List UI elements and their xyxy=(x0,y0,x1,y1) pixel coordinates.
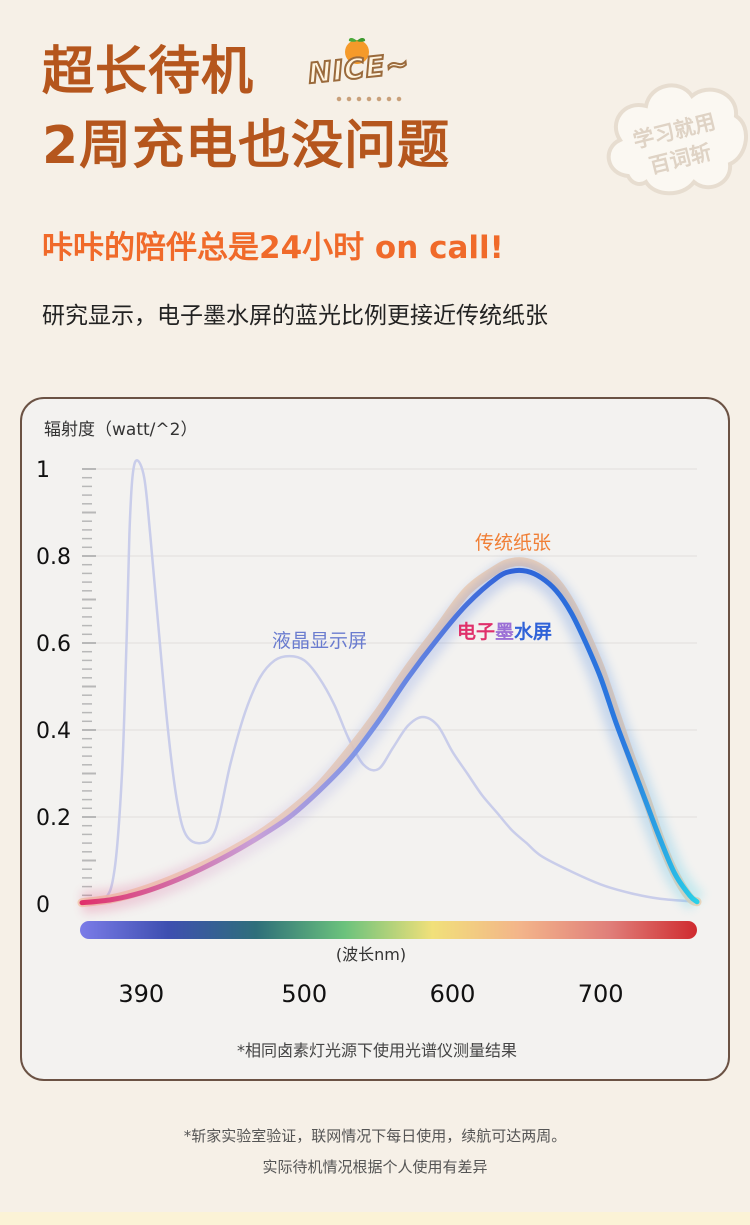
bottom-strip xyxy=(0,1212,750,1225)
y-tick-label: 0.2 xyxy=(36,806,71,831)
footer-note-line-2: 实际待机情况根据个人使用有差异 xyxy=(262,1158,488,1176)
series-label-eink-part: 电子 xyxy=(457,620,495,643)
x-tick-label: 390 xyxy=(118,980,164,1008)
title-line-2: 2周充电也没问题 xyxy=(42,116,451,176)
subtitle: 咔咔的陪伴总是24小时 on call! xyxy=(42,230,504,266)
spectrum-chart: 辐射度（watt/^2） 1 0.8 0.6 0.4 0.2 0 液晶显示屏 传统纸张电子墨… xyxy=(36,420,705,1060)
series-glow-eink xyxy=(80,559,705,914)
series-line-lcd xyxy=(81,459,698,906)
y-tick-label: 0.6 xyxy=(36,632,71,657)
chart-card: 辐射度（watt/^2） 1 0.8 0.6 0.4 0.2 0 液晶显示屏 传统纸张电子墨… xyxy=(20,397,730,1081)
x-tick-label: 600 xyxy=(430,980,476,1008)
series-label-eink: 电子墨水屏 xyxy=(457,620,552,643)
title-line-1: 超长待机 xyxy=(42,42,255,102)
y-tick-label: 0.8 xyxy=(36,545,71,570)
dot-decoration xyxy=(334,96,406,102)
series-line-paper xyxy=(77,557,702,908)
y-axis-label: 辐射度（watt/^2） xyxy=(44,420,197,440)
footer-note-line-1: *斩家实验室验证，联网情况下每日使用，续航可达两周。 xyxy=(183,1127,567,1145)
y-tick-label: 0.4 xyxy=(36,719,71,744)
series-label-eink-part: 水屏 xyxy=(514,621,552,643)
nice-badge: NICE~ xyxy=(306,46,413,91)
description: 研究显示，电子墨水屏的蓝光比例更接近传统纸张 xyxy=(42,303,548,329)
x-tick-label: 500 xyxy=(281,980,327,1008)
x-tick-label: 700 xyxy=(578,980,624,1008)
spectrum-bar xyxy=(80,921,697,939)
y-tick-label: 0 xyxy=(36,893,50,918)
series-label-eink-part: 墨 xyxy=(495,621,514,643)
series-line-eink xyxy=(79,567,700,906)
y-tick-label: 1 xyxy=(36,458,50,483)
x-axis-label: (波长nm) xyxy=(336,945,406,964)
orange-fruit-icon xyxy=(345,37,369,64)
chart-footnote: *相同卤素灯光源下使用光谱仪测量结果 xyxy=(237,1041,517,1060)
series-label-lcd: 液晶显示屏 xyxy=(272,630,367,652)
series-label-paper: 传统纸张 xyxy=(475,532,551,554)
cloud-badge: 学习就用 百词斩 xyxy=(606,83,748,196)
